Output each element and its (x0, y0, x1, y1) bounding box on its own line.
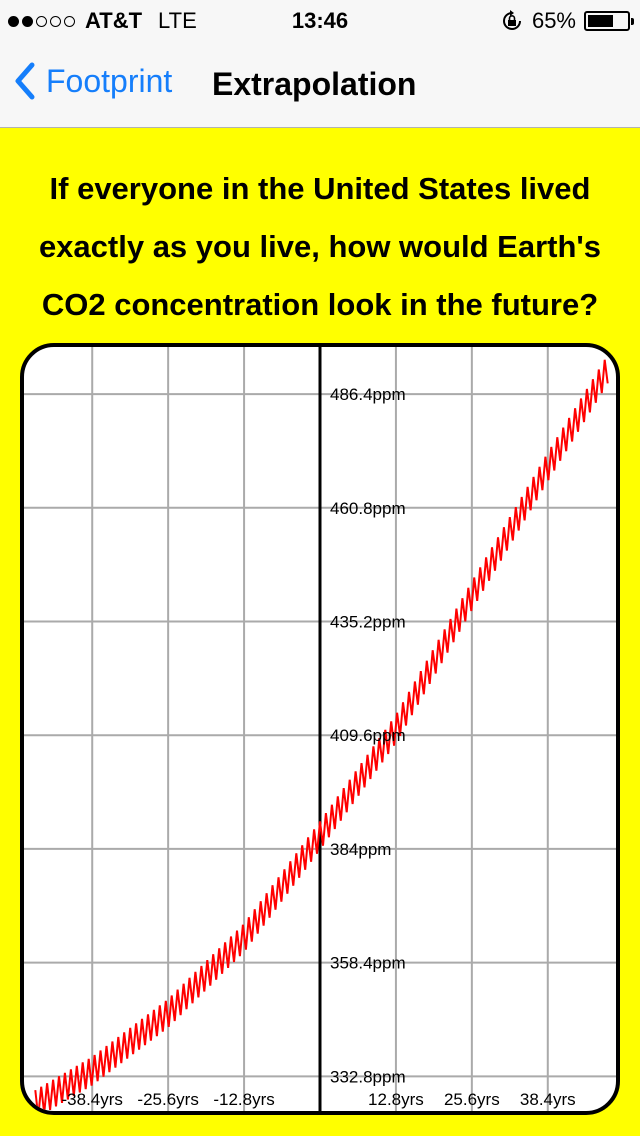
back-button[interactable]: Footprint (14, 62, 172, 100)
signal-dot (64, 15, 75, 27)
x-tick-label: -12.8yrs (213, 1090, 274, 1109)
co2-series-line (34, 359, 609, 1111)
x-tick-label: -25.6yrs (137, 1090, 198, 1109)
carrier-label: AT&T (85, 8, 143, 33)
battery-level-fill (588, 15, 613, 27)
navigation-bar: Footprint Extrapolation (0, 40, 640, 128)
back-button-label: Footprint (46, 62, 173, 99)
y-tick-label: 460.8ppm (330, 499, 406, 518)
rotation-lock-icon (502, 10, 521, 30)
co2-extrapolation-chart: 332.8ppm 358.4ppm 384ppm 409.6ppm 435.2ppm 46… (20, 343, 620, 1115)
chevron-left-icon (15, 62, 35, 100)
y-tick-label: 435.2ppm (330, 613, 406, 632)
network-type-label: LTE (158, 8, 197, 33)
page-title: Extrapolation (212, 66, 417, 102)
y-tick-label: 332.8ppm (330, 1067, 406, 1086)
battery-icon (584, 11, 634, 31)
chart-canvas: 332.8ppm 358.4ppm 384ppm 409.6ppm 435.2ppm 46… (24, 347, 616, 1111)
x-tick-label: -38.4yrs (62, 1090, 123, 1109)
question-line: exactly as you live, how would Earth's (38, 229, 602, 264)
status-right: 65% (500, 8, 634, 34)
battery-percent-label: 65% (531, 8, 576, 33)
question-line: CO2 concentration look in the future? (41, 287, 599, 322)
battery-nub (631, 18, 634, 25)
signal-dot (36, 15, 47, 27)
x-tick-label: 38.4yrs (520, 1090, 576, 1109)
signal-dot (22, 15, 33, 27)
y-tick-label: 384ppm (330, 840, 391, 859)
x-tick-label: 25.6yrs (444, 1090, 500, 1109)
signal-dot (8, 15, 19, 27)
signal-strength-icon (8, 15, 75, 27)
signal-dot (50, 15, 61, 27)
status-time: 13:46 (291, 8, 349, 33)
y-tick-label: 358.4ppm (330, 954, 406, 973)
y-tick-label: 486.4ppm (330, 385, 406, 404)
question-text: If everyone in the United States lived e… (0, 160, 640, 334)
status-left: AT&T LTE (8, 8, 197, 34)
y-tick-label: 409.6ppm (330, 726, 406, 745)
question-line: If everyone in the United States lived (49, 171, 591, 206)
status-bar: AT&T LTE 13:46 65% (0, 0, 640, 40)
x-tick-label: 12.8yrs (368, 1090, 424, 1109)
